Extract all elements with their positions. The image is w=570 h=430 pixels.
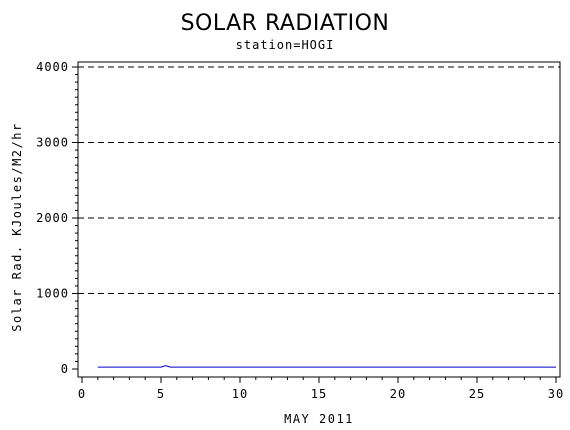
axes: 0 1000 2000 3000 4000 0 5 10 15 20 25 30 [36, 60, 564, 401]
y-tick-label-2000: 2000 [36, 211, 69, 225]
chart-title: SOLAR RADIATION [181, 11, 390, 36]
y-tick-label-4000: 4000 [36, 60, 69, 74]
x-tick-label-25: 25 [469, 387, 485, 401]
x-axis-label: MAY 2011 [284, 412, 354, 426]
y-axis-label: Solar Rad. KJoules/M2/hr [10, 122, 24, 331]
plot-frame [77, 61, 561, 378]
y-tick-label-0: 0 [61, 362, 69, 376]
y-tick-label-3000: 3000 [36, 136, 69, 150]
grid-lines [78, 66, 560, 294]
x-tick-label-5: 5 [157, 387, 165, 401]
series-line-0 [97, 365, 556, 368]
x-tick-label-15: 15 [311, 387, 327, 401]
x-tick-label-10: 10 [232, 387, 248, 401]
x-tick-label-20: 20 [390, 387, 406, 401]
chart-subtitle: station=HOGI [236, 38, 335, 52]
series-layer [97, 365, 556, 368]
x-tick-label-30: 30 [548, 387, 564, 401]
x-tick-label-0: 0 [78, 387, 86, 401]
y-tick-label-1000: 1000 [36, 287, 69, 301]
